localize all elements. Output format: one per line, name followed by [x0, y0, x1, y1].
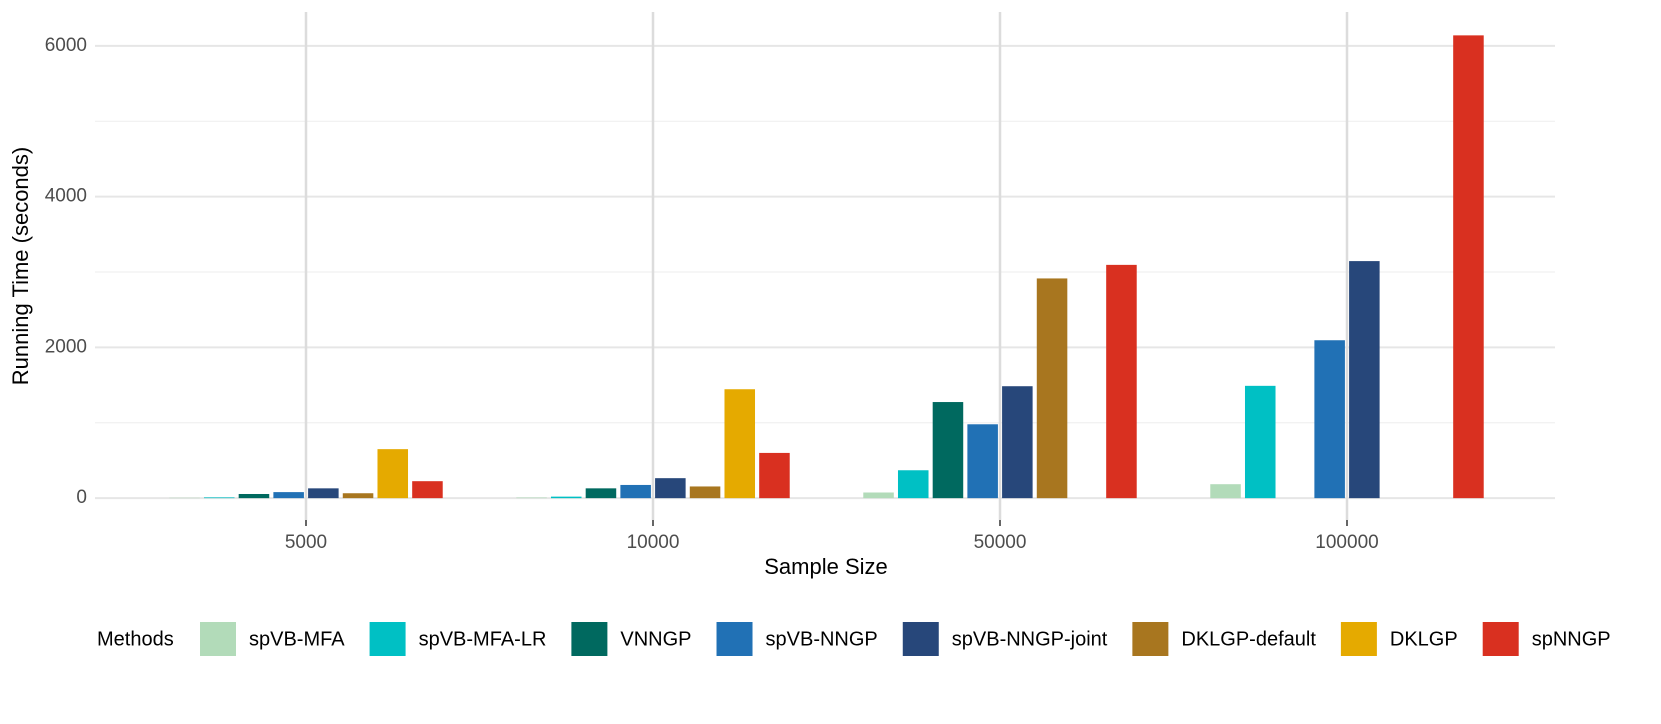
bar: [273, 492, 304, 499]
x-tick-label: 10000: [627, 532, 680, 553]
legend-swatch: [1482, 622, 1519, 656]
y-tick-label: 2000: [45, 336, 87, 357]
legend-label: spVB-NNGP-joint: [952, 628, 1108, 650]
y-tick-label: 6000: [45, 35, 87, 56]
y-tick-label: 0: [76, 487, 87, 508]
legend-label: VNNGP: [620, 628, 691, 650]
bar: [238, 493, 270, 499]
bar: [308, 488, 339, 499]
legend-title: Methods: [97, 628, 174, 650]
bar: [863, 492, 894, 499]
legend-swatch: [571, 622, 608, 656]
legend-label: DKLGP-default: [1181, 628, 1316, 650]
bar: [932, 402, 964, 499]
legend-label: spVB-MFA: [249, 628, 345, 650]
bar: [1244, 385, 1276, 499]
legend-swatch: [716, 622, 753, 656]
legend-swatch: [1132, 622, 1169, 656]
x-axis-label: Sample Size: [764, 554, 888, 579]
bar: [1314, 340, 1345, 499]
legend-label: DKLGP: [1390, 628, 1458, 650]
bar: [203, 497, 235, 499]
bar: [1210, 484, 1241, 499]
bar: [655, 478, 686, 499]
y-axis-label: Running Time (seconds): [8, 147, 33, 385]
legend-swatch: [1340, 622, 1377, 656]
legend-swatch: [369, 622, 406, 656]
bar: [516, 497, 547, 499]
bar: [1453, 35, 1484, 499]
bar: [689, 486, 721, 499]
y-tick-label: 4000: [45, 186, 87, 207]
bar: [342, 493, 374, 499]
bar: [724, 389, 756, 499]
bar: [585, 488, 617, 499]
bar: [620, 484, 651, 499]
legend-label: spNNGP: [1532, 628, 1611, 650]
bar: [550, 496, 582, 499]
legend-swatch: [200, 622, 236, 656]
bar: [897, 470, 929, 499]
bar: [1349, 261, 1380, 499]
bar: [759, 452, 790, 499]
x-tick-label: 5000: [285, 532, 327, 553]
bar: [1036, 278, 1068, 499]
legend-label: spVB-NNGP: [766, 628, 878, 650]
bar: [377, 449, 409, 499]
bar: [967, 424, 998, 499]
legend-label: spVB-MFA-LR: [419, 628, 547, 650]
bar: [412, 481, 443, 499]
bar: [1002, 386, 1033, 499]
legend-swatch: [902, 622, 939, 656]
x-tick-label: 100000: [1315, 532, 1378, 553]
x-tick-label: 50000: [974, 532, 1027, 553]
bar: [1106, 264, 1137, 499]
